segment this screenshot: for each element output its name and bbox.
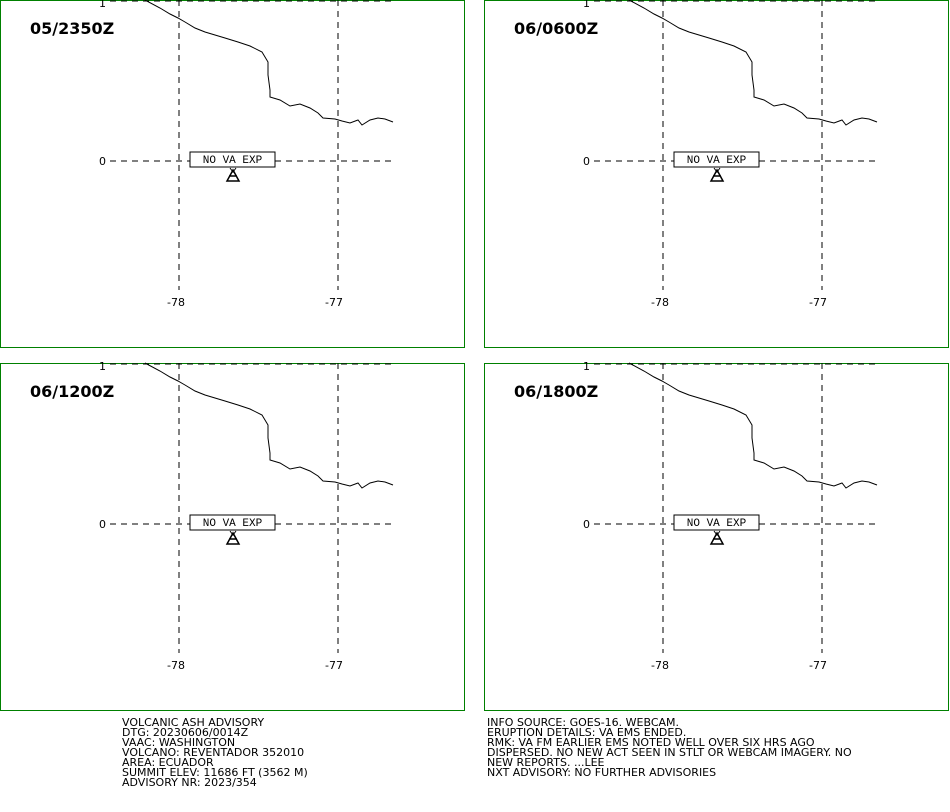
coastline bbox=[628, 362, 878, 489]
map-panel: 05/2350Z 1 0 -78 -77 NO VA EXP bbox=[0, 0, 465, 348]
volcano-symbol bbox=[710, 167, 724, 182]
panel-border bbox=[0, 363, 465, 711]
panel-border bbox=[484, 0, 949, 348]
coastline bbox=[144, 0, 394, 126]
label-box bbox=[189, 514, 276, 531]
advisory-line: RMK: VA FM EARLIER EMS NOTED WELL OVER S… bbox=[487, 736, 815, 749]
lon-label: -78 bbox=[651, 296, 669, 309]
advisory-line: NEW REPORTS. ...LEE bbox=[487, 756, 605, 769]
label-box bbox=[189, 151, 276, 168]
advisory-line: VOLCANIC ASH ADVISORY bbox=[122, 716, 264, 729]
lat-label: 1 bbox=[583, 0, 590, 10]
lat-label: 1 bbox=[583, 360, 590, 373]
coastline bbox=[144, 362, 394, 489]
advisory-line: VOLCANO: REVENTADOR 352010 bbox=[122, 746, 304, 759]
time-label: 06/0600Z bbox=[514, 19, 598, 38]
time-label: 06/1200Z bbox=[30, 382, 114, 401]
advisory-line: AREA: ECUADOR bbox=[122, 756, 214, 769]
lat-label: 0 bbox=[583, 155, 590, 168]
advisory-line: DTG: 20230606/0014Z bbox=[122, 726, 249, 739]
volcano-symbol bbox=[226, 530, 240, 545]
lat-label: 0 bbox=[99, 518, 106, 531]
lon-label: -77 bbox=[809, 296, 827, 309]
advisory-line: INFO SOURCE: GOES-16. WEBCAM. bbox=[487, 716, 679, 729]
lon-label: -77 bbox=[809, 659, 827, 672]
lat-label: 0 bbox=[99, 155, 106, 168]
time-label: 06/1800Z bbox=[514, 382, 598, 401]
box-label: NO VA EXP bbox=[687, 518, 747, 530]
advisory-line: VAAC: WASHINGTON bbox=[122, 736, 235, 749]
lon-label: -77 bbox=[325, 296, 343, 309]
lat-label: 1 bbox=[99, 0, 106, 10]
box-label: NO VA EXP bbox=[203, 518, 263, 530]
lon-label: -78 bbox=[167, 296, 185, 309]
label-box bbox=[673, 151, 760, 168]
lon-label: -78 bbox=[167, 659, 185, 672]
panel-border bbox=[0, 0, 465, 348]
lat-label: 0 bbox=[583, 518, 590, 531]
lat-label: 1 bbox=[99, 360, 106, 373]
lon-label: -77 bbox=[325, 659, 343, 672]
map-panel: 06/1200Z 1 0 -78 -77 NO VA EXP bbox=[0, 360, 465, 711]
advisory-line: NXT ADVISORY: NO FURTHER ADVISORIES bbox=[487, 766, 716, 779]
label-box bbox=[673, 514, 760, 531]
time-label: 05/2350Z bbox=[30, 19, 114, 38]
map-panel: 06/0600Z 1 0 -78 -77 NO VA EXP bbox=[484, 0, 949, 348]
map-panel: 06/1800Z 1 0 -78 -77 NO VA EXP bbox=[484, 360, 949, 711]
box-label: NO VA EXP bbox=[687, 155, 747, 167]
advisory-line: ADVISORY NR: 2023/354 bbox=[122, 776, 257, 789]
volcano-symbol bbox=[710, 530, 724, 545]
panel-border bbox=[484, 363, 949, 711]
box-label: NO VA EXP bbox=[203, 155, 263, 167]
advisory-line: SUMMIT ELEV: 11686 FT (3562 M) bbox=[122, 766, 308, 779]
volcano-symbol bbox=[226, 167, 240, 182]
coastline bbox=[628, 0, 878, 126]
advisory-line: DISPERSED. NO NEW ACT SEEN IN STLT OR WE… bbox=[487, 746, 852, 759]
lon-label: -78 bbox=[651, 659, 669, 672]
advisory-line: ERUPTION DETAILS: VA EMS ENDED. bbox=[487, 726, 686, 739]
